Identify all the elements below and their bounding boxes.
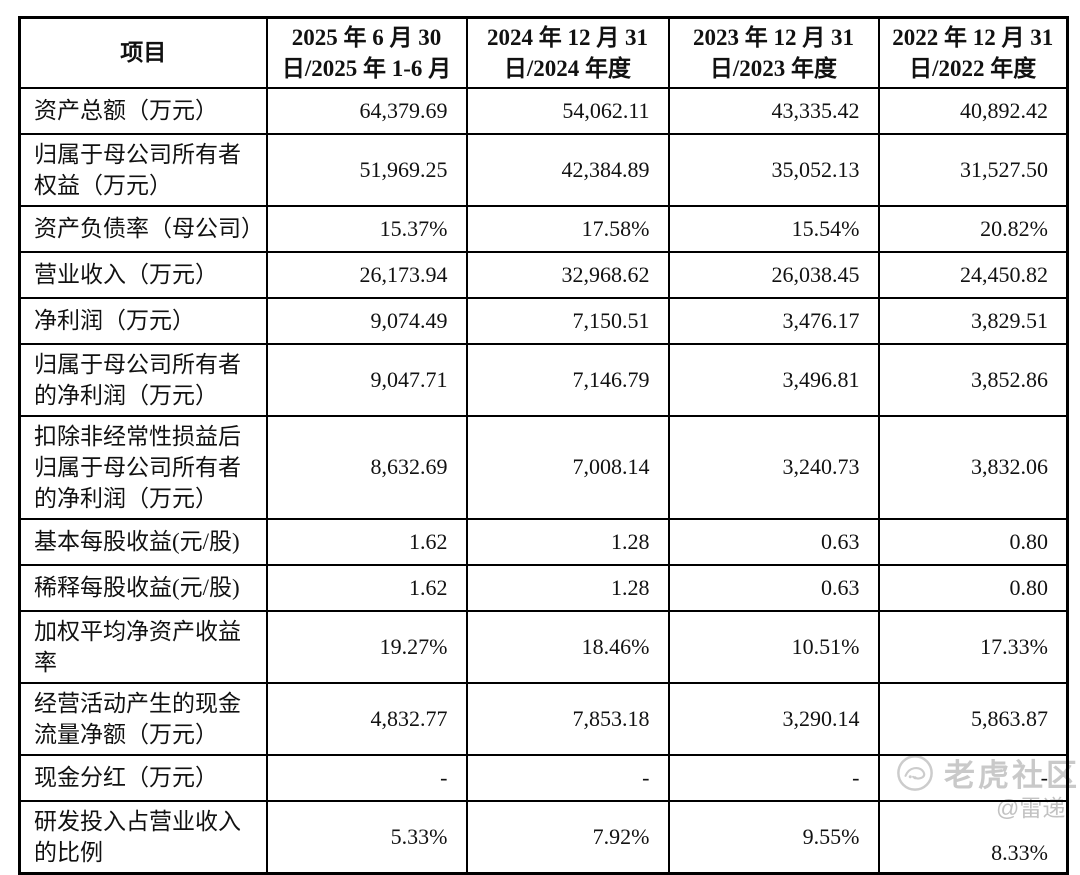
value-cell: 18.46% [465,609,670,684]
row-label: 加权平均净资产收益 率 [18,609,268,684]
row-label: 现金分红（万元） [18,753,268,802]
value-cell: 42,384.89 [465,132,670,207]
value-cell: 35,052.13 [667,132,880,207]
value-cell: 7.92% [465,799,670,874]
row-net-profit-parent-deducted: 扣除非经常性损益后 归属于母公司所有者 的净利润（万元） 8,632.69 7,… [18,414,1069,520]
row-operating-cash-flow: 经营活动产生的现金 流量净额（万元） 4,832.77 7,853.18 3,2… [18,681,1069,756]
value-cell: 3,496.81 [667,342,880,417]
value-cell: 3,832.06 [877,414,1069,520]
value-cell: 0.63 [667,563,880,612]
column-header-2025h1: 2025 年 6 月 30 日/2025 年 1-6 月 [265,16,468,89]
value-cell: 17.33% [877,609,1069,684]
table-container: 项目 2025 年 6 月 30 日/2025 年 1-6 月 2024 年 1… [18,16,1069,875]
value-cell: 15.54% [667,204,880,253]
row-label: 扣除非经常性损益后 归属于母公司所有者 的净利润（万元） [18,414,268,520]
row-label: 稀释每股收益(元/股) [18,563,268,612]
row-debt-ratio-parent: 资产负债率（母公司） 15.37% 17.58% 15.54% 20.82% [18,204,1069,253]
value-cell: 7,150.51 [465,296,670,345]
value-cell: 54,062.11 [465,86,670,135]
value-cell: 7,853.18 [465,681,670,756]
value-cell: 9,074.49 [265,296,468,345]
row-operating-revenue: 营业收入（万元） 26,173.94 32,968.62 26,038.45 2… [18,250,1069,299]
row-label: 资产负债率（母公司） [18,204,268,253]
value-cell: 1.62 [265,517,468,566]
value-cell: 5.33% [265,799,468,874]
value-cell: - [667,753,880,802]
value-cell: - [465,753,670,802]
value-cell: 3,240.73 [667,414,880,520]
value-cell: 3,829.51 [877,296,1069,345]
row-total-assets: 资产总额（万元） 64,379.69 54,062.11 43,335.42 4… [18,86,1069,135]
value-cell: 1.28 [465,563,670,612]
header-row: 项目 2025 年 6 月 30 日/2025 年 1-6 月 2024 年 1… [18,16,1069,89]
value-cell: 15.37% [265,204,468,253]
row-label: 净利润（万元） [18,296,268,345]
row-label: 营业收入（万元） [18,250,268,299]
value-cell: 0.80 [877,563,1069,612]
row-rd-ratio: 研发投入占营业收入 的比例 5.33% 7.92% 9.55% 8.33% [18,799,1069,874]
value-cell: 1.28 [465,517,670,566]
column-header-2023: 2023 年 12 月 31 日/2023 年度 [667,16,880,89]
financial-table-page: 老虎社区 @雷递 项目 2025 年 6 月 30 日/2025 年 1-6 月… [18,16,1077,875]
row-label: 归属于母公司所有者 权益（万元） [18,132,268,207]
row-weighted-avg-roe: 加权平均净资产收益 率 19.27% 18.46% 10.51% 17.33% [18,609,1069,684]
value-cell: 10.51% [667,609,880,684]
row-basic-eps: 基本每股收益(元/股) 1.62 1.28 0.63 0.80 [18,517,1069,566]
value-cell: 20.82% [877,204,1069,253]
value-cell: 64,379.69 [265,86,468,135]
value-cell: 3,852.86 [877,342,1069,417]
column-header-item: 项目 [18,16,268,89]
value-cell: 0.80 [877,517,1069,566]
value-cell: 40,892.42 [877,86,1069,135]
value-cell: 3,290.14 [667,681,880,756]
value-cell: 5,863.87 [877,681,1069,756]
row-label: 归属于母公司所有者 的净利润（万元） [18,342,268,417]
value-cell: 8,632.69 [265,414,468,520]
value-cell: 4,832.77 [265,681,468,756]
value-cell: 31,527.50 [877,132,1069,207]
row-net-profit-parent: 归属于母公司所有者 的净利润（万元） 9,047.71 7,146.79 3,4… [18,342,1069,417]
row-label: 经营活动产生的现金 流量净额（万元） [18,681,268,756]
financial-summary-table: 项目 2025 年 6 月 30 日/2025 年 1-6 月 2024 年 1… [18,16,1069,875]
value-cell: 9.55% [667,799,880,874]
value-cell: 8.33% [877,799,1069,874]
value-cell: 26,038.45 [667,250,880,299]
row-label: 基本每股收益(元/股) [18,517,268,566]
value-cell: 24,450.82 [877,250,1069,299]
row-label: 资产总额（万元） [18,86,268,135]
value-cell: 7,146.79 [465,342,670,417]
row-cash-dividend: 现金分红（万元） - - - - [18,753,1069,802]
value-cell: 19.27% [265,609,468,684]
value-cell: - [877,753,1069,802]
column-header-2024: 2024 年 12 月 31 日/2024 年度 [465,16,670,89]
value-cell: 51,969.25 [265,132,468,207]
row-parent-equity: 归属于母公司所有者 权益（万元） 51,969.25 42,384.89 35,… [18,132,1069,207]
column-header-2022: 2022 年 12 月 31 日/2022 年度 [877,16,1069,89]
value-cell: - [265,753,468,802]
value-cell: 32,968.62 [465,250,670,299]
row-label: 研发投入占营业收入 的比例 [18,799,268,874]
value-cell: 9,047.71 [265,342,468,417]
value-cell: 1.62 [265,563,468,612]
row-diluted-eps: 稀释每股收益(元/股) 1.62 1.28 0.63 0.80 [18,563,1069,612]
value-cell: 7,008.14 [465,414,670,520]
row-net-profit: 净利润（万元） 9,074.49 7,150.51 3,476.17 3,829… [18,296,1069,345]
value-cell: 3,476.17 [667,296,880,345]
value-cell: 43,335.42 [667,86,880,135]
value-cell: 17.58% [465,204,670,253]
value-cell: 26,173.94 [265,250,468,299]
value-cell: 0.63 [667,517,880,566]
